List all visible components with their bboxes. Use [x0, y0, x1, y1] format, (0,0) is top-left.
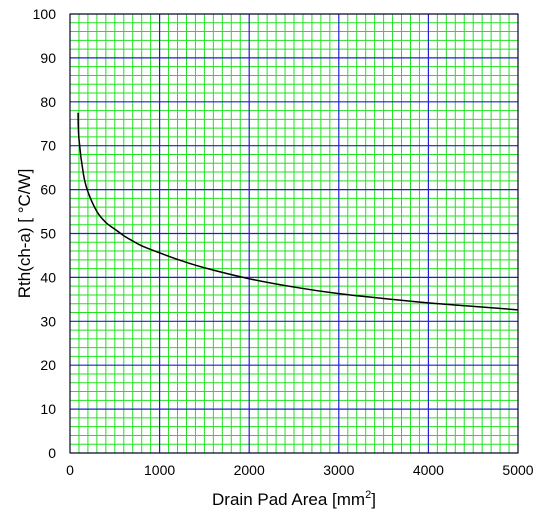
y-tick-label: 80	[40, 94, 56, 110]
y-tick-label: 20	[40, 357, 56, 373]
x-tick-label: 4000	[413, 462, 444, 478]
x-axis-title-tail: ]	[371, 490, 376, 509]
y-axis-title: Rth(ch-a) [ °C/W]	[15, 169, 34, 299]
y-tick-label: 30	[40, 313, 56, 329]
x-tick-label: 3000	[323, 462, 354, 478]
y-tick-label: 70	[40, 138, 56, 154]
x-axis-tick-labels: 0 1000 2000 3000 4000 5000	[66, 462, 534, 478]
y-tick-label: 90	[40, 50, 56, 66]
x-axis-title-superscript: 2	[365, 489, 371, 501]
y-tick-label: 100	[33, 6, 57, 22]
x-tick-label: 5000	[502, 462, 533, 478]
x-tick-label: 0	[66, 462, 74, 478]
x-axis-title: Drain Pad Area [mm2]	[212, 489, 376, 509]
x-tick-label: 2000	[234, 462, 265, 478]
y-tick-label: 10	[40, 401, 56, 417]
y-tick-label: 50	[40, 226, 56, 242]
rth-curve	[77, 112, 519, 311]
y-axis-tick-labels: 0 10 20 30 40 50 60 70 80 90 100	[33, 6, 57, 461]
y-tick-label: 0	[48, 445, 56, 461]
y-tick-label: 60	[40, 182, 56, 198]
plot-frame	[69, 13, 519, 454]
x-tick-label: 1000	[144, 462, 175, 478]
y-tick-label: 40	[40, 269, 56, 285]
